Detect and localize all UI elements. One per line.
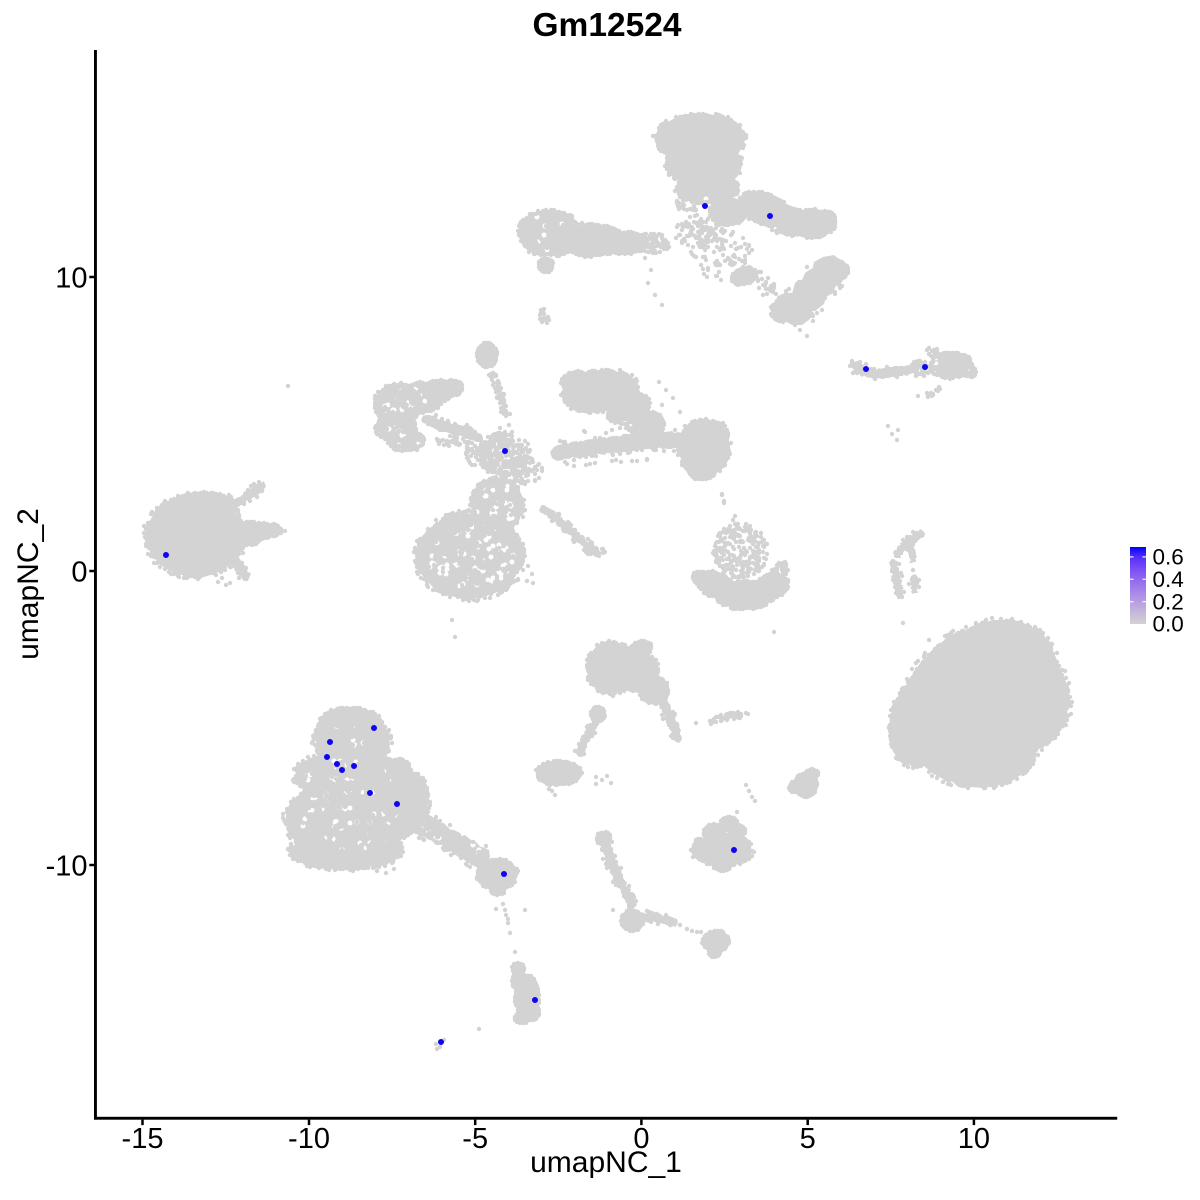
svg-text:umapNC_1: umapNC_1 — [530, 1146, 682, 1179]
svg-text:0.6: 0.6 — [1153, 545, 1184, 570]
svg-text:Gm12524: Gm12524 — [533, 7, 682, 44]
svg-text:-5: -5 — [462, 1123, 488, 1155]
svg-text:-10: -10 — [46, 851, 88, 883]
svg-text:-10: -10 — [288, 1123, 330, 1155]
svg-text:-15: -15 — [122, 1123, 164, 1155]
svg-text:10: 10 — [958, 1123, 990, 1155]
svg-text:10: 10 — [55, 263, 87, 295]
svg-text:0.0: 0.0 — [1153, 612, 1184, 637]
svg-text:5: 5 — [800, 1123, 816, 1155]
svg-text:0: 0 — [71, 557, 87, 589]
svg-text:0.4: 0.4 — [1153, 567, 1184, 592]
svg-text:umapNC_2: umapNC_2 — [12, 508, 45, 660]
svg-text:0: 0 — [633, 1123, 649, 1155]
svg-text:0.2: 0.2 — [1153, 589, 1184, 614]
